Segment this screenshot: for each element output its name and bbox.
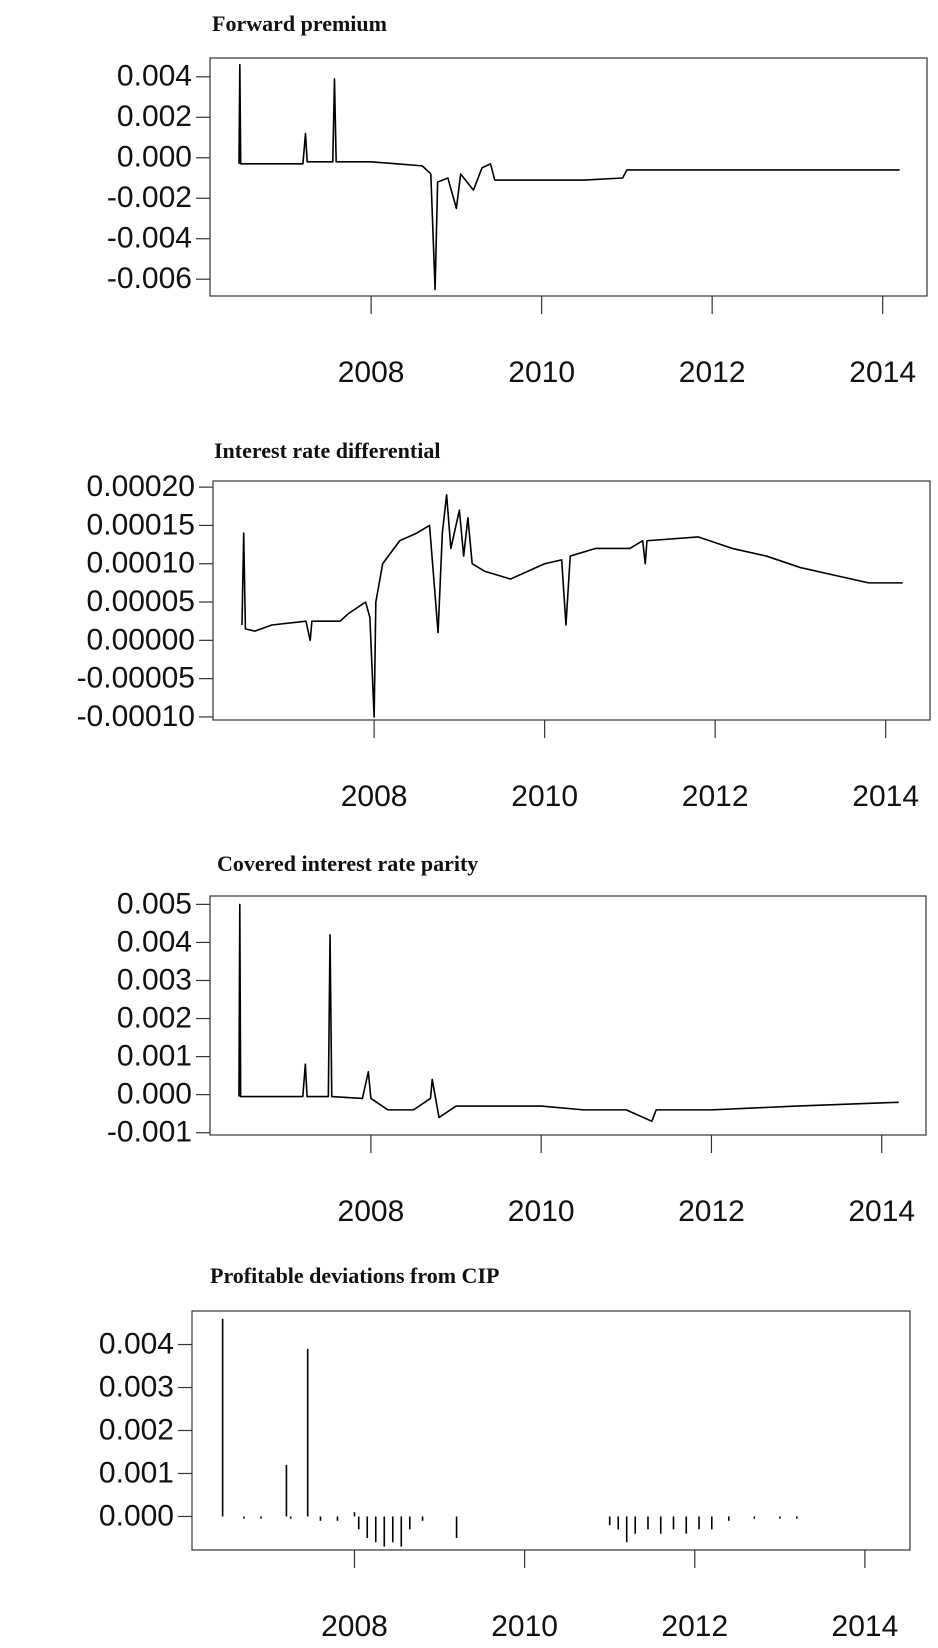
y-tick-label: -0.006 — [107, 262, 192, 295]
data-line — [241, 493, 903, 718]
x-tick-label: 2014 — [849, 356, 916, 389]
x-tick-label: 2012 — [679, 356, 746, 389]
x-tick-label: 2014 — [832, 1610, 899, 1643]
chart-title: Forward premium — [212, 11, 387, 36]
x-tick-label: 2014 — [852, 780, 919, 813]
y-tick-label: 0.000 — [99, 1499, 174, 1532]
y-tick-label: 0.003 — [99, 1370, 174, 1403]
x-tick-label: 2010 — [511, 780, 578, 813]
y-tick-label: 0.00005 — [87, 585, 195, 618]
y-tick-label: 0.001 — [99, 1456, 174, 1489]
x-tick-label: 2014 — [848, 1195, 915, 1228]
plot-frame — [191, 1310, 911, 1551]
x-tick-label: 2012 — [678, 1195, 745, 1228]
y-tick-label: 0.005 — [117, 887, 192, 920]
data-line — [238, 63, 900, 291]
chart-title: Interest rate differential — [214, 438, 440, 463]
x-tick-label: 2012 — [682, 780, 749, 813]
y-tick-label: -0.00005 — [77, 662, 195, 695]
plot-frame — [209, 895, 927, 1136]
y-tick-label: 0.004 — [117, 60, 192, 93]
y-tick-label: -0.00010 — [77, 700, 195, 733]
y-tick-label: -0.001 — [107, 1116, 192, 1149]
x-tick-label: 2008 — [321, 1610, 388, 1643]
y-tick-label: 0.00000 — [87, 623, 195, 656]
x-tick-label: 2008 — [338, 1195, 405, 1228]
x-tick-label: 2010 — [491, 1610, 558, 1643]
y-tick-label: 0.000 — [117, 141, 192, 174]
x-tick-label: 2010 — [508, 356, 575, 389]
plot-frame — [209, 57, 928, 297]
y-tick-label: 0.00020 — [87, 470, 195, 503]
y-tick-label: -0.002 — [107, 181, 192, 214]
data-line — [238, 903, 899, 1123]
x-tick-label: 2008 — [338, 356, 405, 389]
y-tick-label: 0.002 — [117, 100, 192, 133]
chart-title: Profitable deviations from CIP — [210, 1263, 499, 1288]
x-tick-label: 2010 — [508, 1195, 575, 1228]
y-tick-label: 0.001 — [117, 1040, 192, 1073]
y-tick-label: 0.00010 — [87, 547, 195, 580]
y-tick-label: 0.00015 — [87, 508, 195, 541]
y-tick-label: 0.000 — [117, 1078, 192, 1111]
x-tick-label: 2008 — [341, 780, 408, 813]
y-tick-label: -0.004 — [107, 222, 192, 255]
chart-title: Covered interest rate parity — [217, 851, 478, 876]
y-tick-label: 0.004 — [117, 925, 192, 958]
y-tick-label: 0.003 — [117, 963, 192, 996]
y-tick-label: 0.002 — [117, 1001, 192, 1034]
x-tick-label: 2012 — [661, 1610, 728, 1643]
y-tick-label: 0.004 — [99, 1327, 174, 1360]
y-tick-label: 0.002 — [99, 1413, 174, 1446]
plot-frame — [212, 480, 931, 721]
